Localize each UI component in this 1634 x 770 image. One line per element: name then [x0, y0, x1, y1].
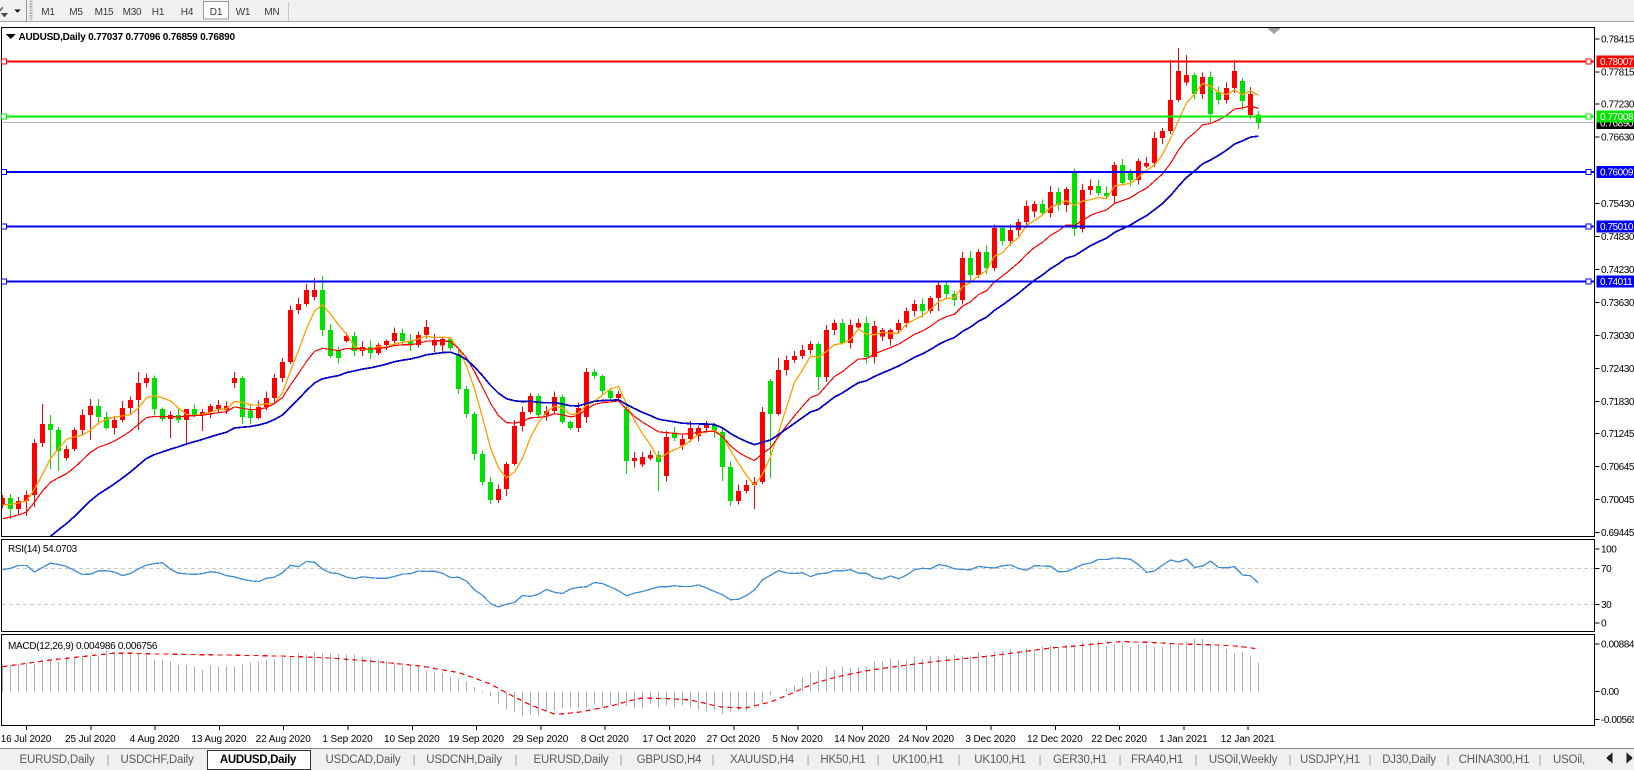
svg-text:|: | [1289, 754, 1292, 766]
svg-text:30: 30 [1601, 600, 1612, 611]
svg-text:|: | [807, 754, 810, 766]
svg-text:22 Dec 2020: 22 Dec 2020 [1091, 734, 1147, 745]
svg-text:0.72430: 0.72430 [1601, 364, 1634, 375]
svg-text:|: | [1369, 754, 1372, 766]
svg-text:70: 70 [1601, 564, 1612, 575]
svg-text:|: | [413, 754, 416, 766]
svg-text:UK100,H1: UK100,H1 [892, 754, 943, 766]
svg-text:|: | [620, 754, 623, 766]
svg-text:|: | [712, 754, 715, 766]
svg-text:AUDUSD,Daily: AUDUSD,Daily [220, 754, 297, 766]
svg-text:12 Dec 2020: 12 Dec 2020 [1027, 734, 1083, 745]
svg-text:GER30,H1: GER30,H1 [1053, 754, 1107, 766]
svg-text:0.73630: 0.73630 [1601, 298, 1634, 309]
svg-text:MACD(12,26,9) 0.004986 0.00675: MACD(12,26,9) 0.004986 0.006756 [8, 641, 158, 652]
svg-text:0.75010: 0.75010 [1600, 222, 1634, 233]
svg-text:|: | [1539, 754, 1542, 766]
svg-text:RSI(14) 54.0703: RSI(14) 54.0703 [8, 544, 78, 555]
svg-text:14 Nov 2020: 14 Nov 2020 [834, 734, 890, 745]
svg-text:EURUSD,Daily: EURUSD,Daily [534, 754, 609, 766]
svg-text:0.76890: 0.76890 [1600, 119, 1634, 130]
svg-text:AUDUSD,Daily 0.77037 0.77096: AUDUSD,Daily 0.77037 0.77096 0.76859 0.7… [19, 32, 236, 43]
svg-text:0: 0 [1601, 619, 1607, 630]
svg-text:12 Jan 2021: 12 Jan 2021 [1221, 734, 1275, 745]
svg-text:0.77815: 0.77815 [1601, 68, 1634, 79]
svg-text:100: 100 [1601, 545, 1617, 556]
svg-text:H1: H1 [152, 7, 165, 18]
svg-text:0.00884: 0.00884 [1601, 640, 1634, 651]
svg-text:0.69445: 0.69445 [1601, 528, 1634, 539]
svg-text:M30: M30 [123, 7, 142, 18]
svg-text:0.78415: 0.78415 [1601, 35, 1634, 46]
svg-text:USOil,Weekly: USOil,Weekly [1209, 754, 1278, 766]
svg-text:17 Oct 2020: 17 Oct 2020 [642, 734, 696, 745]
svg-text:0.71245: 0.71245 [1601, 429, 1634, 440]
svg-text:|: | [107, 754, 110, 766]
svg-text:H4: H4 [181, 7, 194, 18]
svg-text:USDJPY,H1: USDJPY,H1 [1300, 754, 1360, 766]
svg-text:13 Aug 2020: 13 Aug 2020 [191, 734, 247, 745]
svg-text:W1: W1 [236, 7, 251, 18]
svg-text:27 Oct 2020: 27 Oct 2020 [707, 734, 761, 745]
svg-text:24 Nov 2020: 24 Nov 2020 [898, 734, 954, 745]
svg-text:USDCNH,Daily: USDCNH,Daily [426, 754, 502, 766]
svg-text:UK100,H1: UK100,H1 [974, 754, 1025, 766]
svg-text:1 Jan 2021: 1 Jan 2021 [1159, 734, 1208, 745]
svg-text:|: | [1039, 754, 1042, 766]
svg-text:M1: M1 [41, 7, 55, 18]
svg-text:0.77008: 0.77008 [1600, 112, 1634, 123]
svg-text:0.70045: 0.70045 [1601, 495, 1634, 506]
svg-text:0.74011: 0.74011 [1600, 277, 1633, 288]
svg-text:16 Jul 2020: 16 Jul 2020 [1, 734, 52, 745]
svg-text:M15: M15 [95, 7, 114, 18]
svg-text:0.70645: 0.70645 [1601, 462, 1634, 473]
svg-text:XAUUSD,H4: XAUUSD,H4 [730, 754, 795, 766]
svg-text:USDCHF,Daily: USDCHF,Daily [121, 754, 194, 766]
svg-text:|: | [1119, 754, 1122, 766]
svg-text:|: | [1195, 754, 1198, 766]
svg-text:MN: MN [264, 7, 279, 18]
svg-text:0.74830: 0.74830 [1601, 232, 1634, 243]
svg-text:GBPUSD,H4: GBPUSD,H4 [637, 754, 702, 766]
svg-text:|: | [515, 754, 518, 766]
svg-text:10 Sep 2020: 10 Sep 2020 [384, 734, 440, 745]
svg-text:USOil,: USOil, [1553, 754, 1585, 766]
svg-text:0.73030: 0.73030 [1601, 331, 1634, 342]
svg-text:29 Sep 2020: 29 Sep 2020 [513, 734, 569, 745]
svg-text:0.71830: 0.71830 [1601, 397, 1634, 408]
svg-text:0.76630: 0.76630 [1601, 133, 1634, 144]
svg-text:0.75430: 0.75430 [1601, 199, 1634, 210]
svg-text:M5: M5 [69, 7, 83, 18]
svg-text:5 Nov 2020: 5 Nov 2020 [773, 734, 824, 745]
svg-text:0.77230: 0.77230 [1601, 100, 1634, 111]
svg-text:FRA40,H1: FRA40,H1 [1131, 754, 1183, 766]
svg-text:1 Sep 2020: 1 Sep 2020 [322, 734, 373, 745]
svg-text:0.74230: 0.74230 [1601, 265, 1634, 276]
svg-text:19 Sep 2020: 19 Sep 2020 [448, 734, 504, 745]
svg-text:CHINA300,H1: CHINA300,H1 [1459, 754, 1530, 766]
svg-text:|: | [958, 754, 961, 766]
svg-text:EURUSD,Daily: EURUSD,Daily [20, 754, 95, 766]
svg-text:22 Aug 2020: 22 Aug 2020 [256, 734, 312, 745]
svg-text:HK50,H1: HK50,H1 [820, 754, 865, 766]
svg-text:|: | [877, 754, 880, 766]
svg-text:0.78007: 0.78007 [1600, 57, 1634, 68]
svg-text:0.76009: 0.76009 [1600, 168, 1634, 179]
svg-text:USDCAD,Daily: USDCAD,Daily [326, 754, 401, 766]
svg-text:4 Aug 2020: 4 Aug 2020 [130, 734, 180, 745]
svg-text:0.00: 0.00 [1601, 687, 1620, 698]
svg-text:D1: D1 [210, 7, 223, 18]
svg-text:3 Dec 2020: 3 Dec 2020 [965, 734, 1016, 745]
svg-text:DJ30,Daily: DJ30,Daily [1382, 754, 1436, 766]
svg-text:|: | [1447, 754, 1450, 766]
svg-text:-0.00565: -0.00565 [1601, 715, 1634, 726]
svg-text:25 Jul 2020: 25 Jul 2020 [65, 734, 116, 745]
svg-text:8 Oct 2020: 8 Oct 2020 [581, 734, 629, 745]
